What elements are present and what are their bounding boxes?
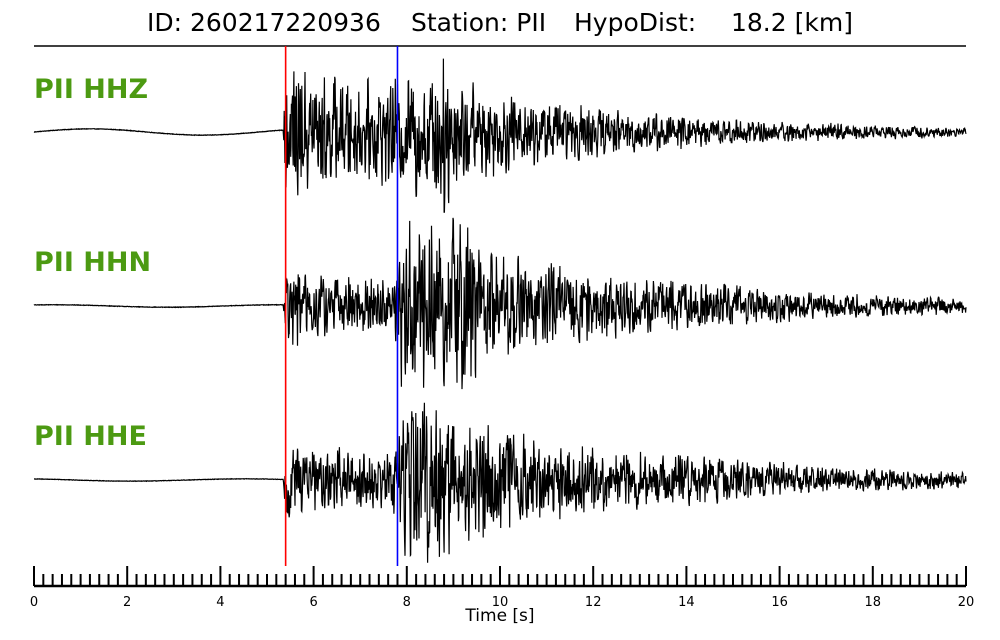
waveform-pii-hhz xyxy=(33,58,967,213)
phase-picks xyxy=(284,46,399,566)
x-tick-label: 12 xyxy=(585,595,602,610)
trace-label-hhz: PII HHZ xyxy=(34,74,149,105)
x-tick-label: 2 xyxy=(123,595,131,610)
x-axis-label: Time [s] xyxy=(465,606,535,626)
x-tick-label: 6 xyxy=(309,595,317,610)
plot-title: ID: 260217220936 Station: PII HypoDist: … xyxy=(0,8,1000,44)
trace-label-hhn: PII HHN xyxy=(34,247,152,278)
event-id: ID: 260217220936 xyxy=(147,8,381,37)
x-tick-label: 20 xyxy=(958,595,975,610)
waveform-traces xyxy=(33,58,967,563)
x-tick-label: 16 xyxy=(771,595,788,610)
trace-label-hhe: PII HHE xyxy=(34,421,147,452)
x-tick-label: 14 xyxy=(678,595,695,610)
hypodist-label: HypoDist: xyxy=(574,8,697,37)
waveform-pii-hhe xyxy=(34,402,967,563)
x-tick-label: 0 xyxy=(30,595,38,610)
hypodist-value: 18.2 [km] xyxy=(731,8,853,37)
waveform-pii-hhn xyxy=(33,217,967,390)
x-tick-label: 4 xyxy=(216,595,224,610)
x-tick-label: 8 xyxy=(403,595,411,610)
x-tick-label: 10 xyxy=(492,595,509,610)
station-name: Station: PII xyxy=(411,8,547,37)
x-tick-label: 18 xyxy=(865,595,882,610)
time-axis: 0 2 4 6 8 10 12 14 16 18 20 xyxy=(30,566,974,610)
